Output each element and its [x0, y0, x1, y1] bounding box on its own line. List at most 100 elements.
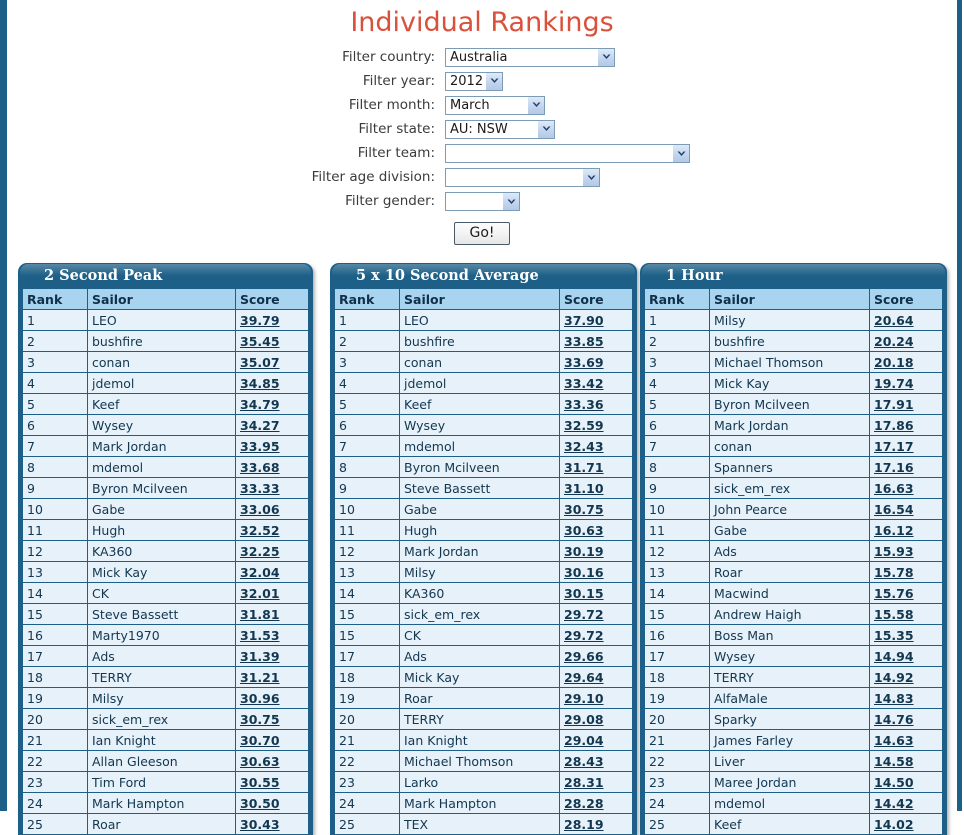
score-link[interactable]: 30.19 — [564, 543, 604, 559]
score-link[interactable]: 17.17 — [874, 438, 914, 454]
score-link[interactable]: 33.95 — [240, 438, 280, 454]
score-link[interactable]: 14.42 — [874, 795, 914, 811]
table-row: 15 Andrew Haigh 15.58 — [644, 603, 943, 625]
score-link[interactable]: 28.31 — [564, 774, 604, 790]
score-link[interactable]: 29.72 — [564, 606, 604, 622]
score-link[interactable]: 14.92 — [874, 669, 914, 685]
score-link[interactable]: 17.91 — [874, 396, 914, 412]
score-link[interactable]: 30.16 — [564, 564, 604, 580]
cell-score: 34.27 — [235, 414, 309, 436]
score-link[interactable]: 20.64 — [874, 312, 914, 328]
score-link[interactable]: 30.75 — [564, 501, 604, 517]
score-link[interactable]: 29.04 — [564, 732, 604, 748]
score-link[interactable]: 29.08 — [564, 711, 604, 727]
score-link[interactable]: 32.25 — [240, 543, 280, 559]
filter-select-team[interactable] — [445, 144, 690, 164]
score-link[interactable]: 15.78 — [874, 564, 914, 580]
score-link[interactable]: 31.39 — [240, 648, 280, 664]
chevron-down-icon[interactable] — [582, 169, 599, 187]
score-link[interactable]: 30.63 — [564, 522, 604, 538]
score-link[interactable]: 34.85 — [240, 375, 280, 391]
score-link[interactable]: 28.19 — [564, 816, 604, 832]
chevron-down-icon[interactable] — [502, 193, 519, 211]
score-link[interactable]: 31.53 — [240, 627, 280, 643]
table-row: 2 bushfire 35.45 — [22, 330, 309, 352]
go-button[interactable]: Go! — [454, 222, 510, 245]
score-link[interactable]: 15.58 — [874, 606, 914, 622]
cell-sailor: KA360 — [399, 582, 560, 604]
filter-select-age-division[interactable] — [445, 168, 600, 188]
score-link[interactable]: 16.12 — [874, 522, 914, 538]
score-link[interactable]: 16.54 — [874, 501, 914, 517]
score-link[interactable]: 33.69 — [564, 354, 604, 370]
score-link[interactable]: 14.63 — [874, 732, 914, 748]
score-link[interactable]: 30.63 — [240, 753, 280, 769]
score-link[interactable]: 32.04 — [240, 564, 280, 580]
filter-select-country[interactable]: Australia — [445, 47, 615, 67]
table-row: 7 Mark Jordan 33.95 — [22, 435, 309, 457]
score-link[interactable]: 35.07 — [240, 354, 280, 370]
filter-select-gender[interactable] — [445, 192, 520, 212]
score-link[interactable]: 35.45 — [240, 333, 280, 349]
score-link[interactable]: 15.93 — [874, 543, 914, 559]
score-link[interactable]: 37.90 — [564, 312, 604, 328]
score-link[interactable]: 30.75 — [240, 711, 280, 727]
score-link[interactable]: 32.52 — [240, 522, 280, 538]
score-link[interactable]: 34.27 — [240, 417, 280, 433]
table-header-row: Rank Sailor Score — [334, 288, 633, 310]
score-link[interactable]: 29.64 — [564, 669, 604, 685]
score-link[interactable]: 32.59 — [564, 417, 604, 433]
score-link[interactable]: 15.76 — [874, 585, 914, 601]
score-link[interactable]: 30.96 — [240, 690, 280, 706]
score-link[interactable]: 31.21 — [240, 669, 280, 685]
score-link[interactable]: 14.94 — [874, 648, 914, 664]
score-link[interactable]: 28.28 — [564, 795, 604, 811]
score-link[interactable]: 31.71 — [564, 459, 604, 475]
cell-sailor: Sparky — [709, 708, 870, 730]
score-link[interactable]: 17.86 — [874, 417, 914, 433]
score-link[interactable]: 20.24 — [874, 333, 914, 349]
score-link[interactable]: 30.70 — [240, 732, 280, 748]
score-link[interactable]: 14.50 — [874, 774, 914, 790]
score-link[interactable]: 28.43 — [564, 753, 604, 769]
score-link[interactable]: 19.74 — [874, 375, 914, 391]
score-link[interactable]: 33.06 — [240, 501, 280, 517]
score-link[interactable]: 33.33 — [240, 480, 280, 496]
score-link[interactable]: 16.63 — [874, 480, 914, 496]
filter-select-month[interactable]: March — [445, 95, 545, 115]
score-link[interactable]: 33.85 — [564, 333, 604, 349]
score-link[interactable]: 32.01 — [240, 585, 280, 601]
score-link[interactable]: 14.02 — [874, 816, 914, 832]
score-link[interactable]: 29.72 — [564, 627, 604, 643]
score-link[interactable]: 20.18 — [874, 354, 914, 370]
filter-select-state[interactable]: AU: NSW — [445, 119, 555, 139]
score-link[interactable]: 33.42 — [564, 375, 604, 391]
score-link[interactable]: 17.16 — [874, 459, 914, 475]
score-link[interactable]: 33.68 — [240, 459, 280, 475]
chevron-down-icon[interactable] — [597, 48, 614, 66]
score-link[interactable]: 30.43 — [240, 816, 280, 832]
table-row: 25 Roar 30.43 — [22, 813, 309, 835]
score-link[interactable]: 30.50 — [240, 795, 280, 811]
chevron-down-icon[interactable] — [527, 96, 544, 114]
score-link[interactable]: 14.76 — [874, 711, 914, 727]
score-link[interactable]: 31.81 — [240, 606, 280, 622]
score-link[interactable]: 34.79 — [240, 396, 280, 412]
score-link[interactable]: 15.35 — [874, 627, 914, 643]
score-link[interactable]: 14.83 — [874, 690, 914, 706]
score-link[interactable]: 30.15 — [564, 585, 604, 601]
chevron-down-icon[interactable] — [672, 145, 689, 163]
score-link[interactable]: 14.58 — [874, 753, 914, 769]
score-link[interactable]: 32.43 — [564, 438, 604, 454]
filter-select-year[interactable]: 2012 — [445, 71, 503, 91]
score-link[interactable]: 29.66 — [564, 648, 604, 664]
score-link[interactable]: 31.10 — [564, 480, 604, 496]
score-link[interactable]: 33.36 — [564, 396, 604, 412]
score-link[interactable]: 29.10 — [564, 690, 604, 706]
chevron-down-icon[interactable] — [485, 72, 502, 90]
cell-rank: 20 — [22, 708, 88, 730]
chevron-down-icon[interactable] — [537, 120, 554, 138]
table-row: 3 conan 35.07 — [22, 351, 309, 373]
score-link[interactable]: 39.79 — [240, 312, 280, 328]
score-link[interactable]: 30.55 — [240, 774, 280, 790]
